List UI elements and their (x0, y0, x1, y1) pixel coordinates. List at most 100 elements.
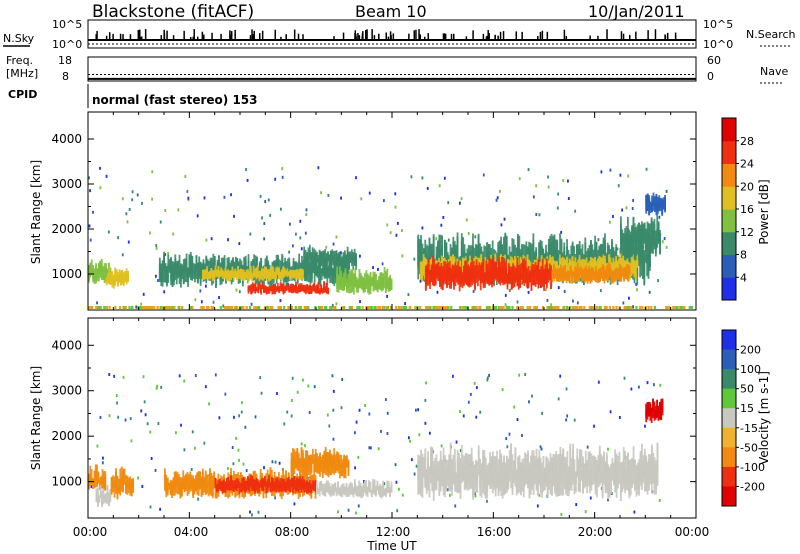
data-cell (446, 466, 449, 486)
data-cell (320, 268, 323, 274)
data-cell (299, 269, 301, 280)
data-cell (251, 273, 254, 277)
data-cell (216, 270, 218, 277)
noise-pixel (326, 413, 329, 417)
data-cell (245, 269, 248, 277)
ground-scatter-pixel (108, 306, 111, 309)
data-cell (430, 268, 433, 282)
data-cell (529, 463, 532, 495)
data-cell (130, 483, 133, 497)
data-cell (218, 270, 221, 278)
data-cell (639, 254, 641, 278)
data-cell (317, 487, 320, 491)
data-cell (559, 233, 561, 264)
data-cell (431, 447, 434, 491)
noise-pixel (635, 282, 638, 286)
data-cell (556, 472, 559, 491)
data-cell (451, 463, 453, 479)
ground-scatter-pixel (653, 306, 656, 309)
ground-scatter-pixel (370, 306, 373, 309)
noise-pixel (263, 221, 266, 225)
noise-pixel (156, 384, 159, 388)
data-cell (418, 470, 421, 495)
data-cell (517, 233, 519, 272)
data-cell (375, 490, 377, 493)
data-cell (169, 483, 172, 496)
noise-pixel (593, 424, 595, 428)
data-cell (505, 266, 507, 276)
noise-pixel (508, 288, 511, 292)
data-cell (520, 274, 523, 278)
data-cell (268, 269, 270, 280)
noise-pixel (447, 201, 450, 205)
noise-pixel (607, 498, 609, 502)
data-cell (221, 480, 224, 493)
data-cell (335, 250, 338, 266)
noise-pixel (663, 237, 666, 241)
data-cell (372, 484, 375, 494)
data-cell (530, 265, 533, 285)
data-cell (655, 193, 658, 211)
data-cell (515, 474, 518, 496)
data-cell (444, 239, 446, 258)
ground-scatter-pixel (427, 306, 430, 309)
data-cell (96, 496, 99, 507)
ground-scatter-pixel (400, 306, 403, 309)
data-cell (579, 268, 582, 276)
noise-pixel (160, 385, 163, 389)
data-cell (314, 454, 317, 472)
noise-pixel (146, 422, 149, 426)
ground-scatter-pixel (541, 306, 545, 309)
data-cell (100, 258, 103, 280)
data-cell (275, 286, 278, 290)
noise-pixel (108, 414, 111, 418)
data-cell (351, 271, 354, 280)
noise-pixel (99, 166, 101, 170)
data-cell (526, 255, 529, 269)
data-cell (228, 480, 231, 491)
data-cell (317, 265, 320, 285)
ground-scatter-pixel (405, 306, 408, 309)
data-cell (575, 272, 578, 282)
data-cell (498, 469, 501, 484)
data-cell (594, 262, 596, 274)
data-cell (505, 250, 508, 261)
noise-pixel (443, 176, 446, 180)
data-cell (419, 262, 422, 280)
data-cell (344, 278, 347, 287)
data-cell (292, 478, 294, 490)
data-cell (230, 270, 232, 280)
noise-pixel (541, 411, 544, 415)
data-cell (444, 273, 447, 285)
ground-scatter-pixel (595, 306, 599, 309)
data-cell (213, 474, 216, 486)
data-cell (116, 484, 119, 500)
noise-pixel (428, 431, 431, 435)
data-cell (232, 475, 235, 486)
noise-pixel (271, 460, 274, 464)
data-cell (436, 263, 438, 279)
data-cell (168, 259, 171, 271)
noise-pixel (597, 238, 600, 242)
data-cell (569, 446, 572, 491)
data-cell (325, 484, 328, 491)
data-cell (339, 490, 342, 497)
data-cell (314, 254, 317, 265)
data-cell (301, 271, 304, 281)
noise-pixel (240, 410, 243, 414)
data-cell (295, 261, 298, 275)
noise-pixel (521, 433, 523, 437)
nave-label: Nave (760, 65, 788, 78)
noise-pixel (360, 197, 363, 201)
ground-scatter-pixel (323, 306, 327, 309)
ground-scatter-pixel (450, 306, 453, 309)
data-cell (255, 287, 258, 292)
data-cell (619, 254, 622, 266)
data-cell (283, 286, 286, 291)
data-cell (363, 481, 366, 493)
ground-scatter-pixel (254, 306, 257, 309)
data-cell (256, 271, 259, 278)
data-cell (107, 274, 109, 284)
noise-pixel (498, 189, 501, 193)
